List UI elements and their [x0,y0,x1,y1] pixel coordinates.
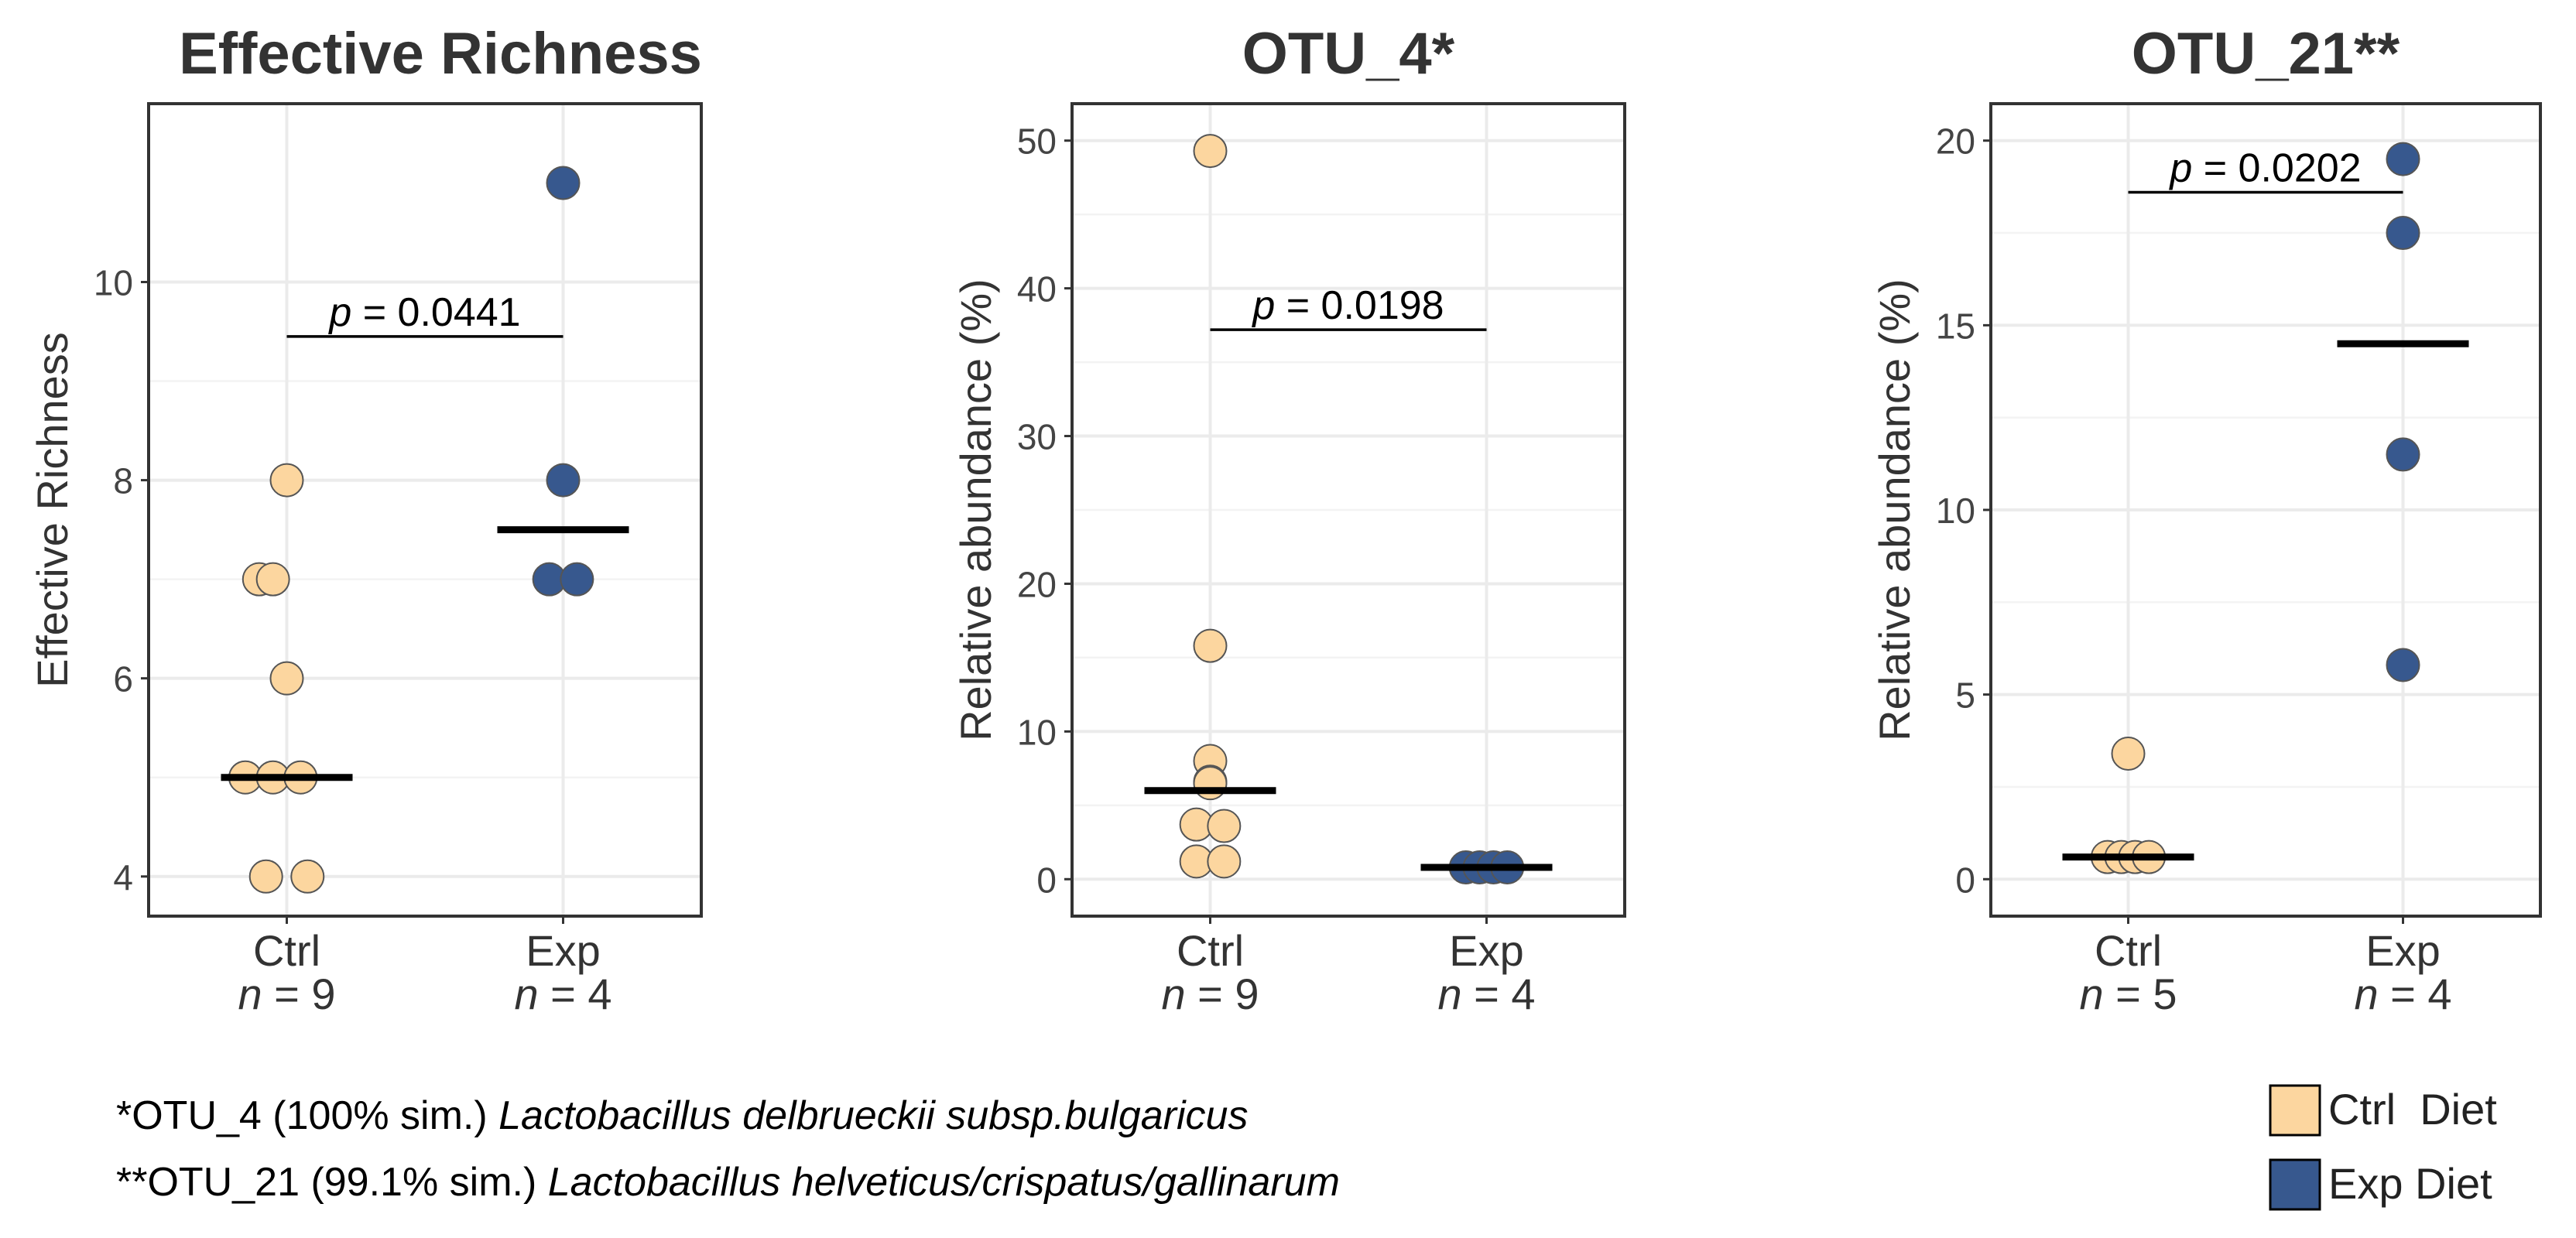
footnote-otu21-species: Lactobacillus helveticus/crispatus/galli… [547,1160,1340,1205]
y-tick-label: 0 [1955,860,1975,900]
footnote-otu21: **OTU_21 (99.1% sim.) Lactobacillus helv… [116,1159,1340,1206]
p-value-label: p = 0.0198 [1251,283,1444,328]
y-tick-label: 20 [1017,564,1057,604]
chart-panel-3: OTU_21** Relative abundance (%) 0 5 10 15 20 Ct… [1870,21,2542,1018]
x-tick-label: Ctrl [2095,926,2162,975]
y-tick-label: 15 [1936,306,1975,346]
group-n-label: n = 4 [514,970,611,1018]
legend-swatch-ctrl [2269,1084,2321,1137]
data-point-ctrl [255,562,290,597]
p-value-label: p = 0.0202 [2168,146,2361,191]
data-point-exp [2386,437,2420,472]
y-tick-label: 40 [1017,269,1057,310]
footnote-otu4-species: Lactobacillus delbrueckii subsp.bulgaric… [498,1093,1249,1138]
x-tick-label: Ctrl [253,926,320,975]
data-point-ctrl [1207,809,1242,843]
y-tick-label: 20 [1936,121,1975,162]
footnote-otu21-text: **OTU_21 (99.1% sim.) [116,1160,548,1205]
y-tick-label: 8 [113,461,133,501]
data-point-exp [2386,648,2420,682]
data-point-ctrl [290,859,325,894]
data-point-exp [546,166,581,200]
x-tick-label: Exp [1449,926,1524,975]
y-tick-label: 10 [1936,491,1975,531]
data-point-ctrl [269,463,304,498]
p-value-label: p = 0.0441 [327,290,520,335]
y-tick-label: 50 [1017,121,1057,162]
chart-panel-2: OTU_4* Relative abundance (%) 0 10 20 30 40 50 C… [951,21,1626,1018]
chart-title: OTU_21** [2132,21,2400,87]
x-tick-label: Ctrl [1177,926,1244,975]
footnote-otu4: *OTU_4 (100% sim.) Lactobacillus delbrue… [116,1093,1248,1139]
data-point-ctrl [1193,766,1228,801]
data-point-ctrl [1207,844,1242,879]
plot-frame [1989,102,2542,918]
data-point-exp [2386,142,2420,176]
legend-label-ctrl: Ctrl Diet [2328,1085,2497,1134]
data-point-exp [546,463,581,498]
data-point-ctrl [2111,737,2146,771]
chart-panel-1: Effective Richness Effective Richness 4 6 8 1… [28,21,703,1018]
y-tick-label: 30 [1017,417,1057,457]
y-tick-label: 5 [1955,675,1975,716]
plot-frame [1070,102,1626,918]
data-point-ctrl [269,661,304,696]
legend-swatch-exp [2269,1158,2321,1211]
group-n-label: n = 4 [1437,970,1535,1018]
x-tick-label: Exp [2365,926,2441,975]
chart-title: Effective Richness [179,21,702,87]
group-n-label: n = 9 [1161,970,1259,1018]
y-axis-label: Relative abundance (%) [1870,279,1919,741]
y-axis-label: Effective Richness [28,332,77,688]
data-point-exp [2386,216,2420,251]
data-point-ctrl [248,859,283,894]
data-point-ctrl [1193,628,1228,663]
footnote-otu4-text: *OTU_4 (100% sim.) [116,1093,499,1138]
y-tick-label: 6 [113,659,133,699]
x-tick-label: Exp [526,926,601,975]
y-tick-label: 0 [1036,860,1057,900]
group-n-label: n = 5 [2079,970,2177,1018]
data-point-ctrl [1193,134,1228,169]
group-n-label: n = 9 [238,970,335,1018]
group-n-label: n = 4 [2354,970,2451,1018]
legend-label-exp: Exp Diet [2328,1159,2492,1208]
y-tick-label: 10 [94,262,133,303]
y-axis-label: Relative abundance (%) [951,279,1000,741]
chart-title: OTU_4* [1242,21,1455,87]
legend: Ctrl Diet Exp Diet [2269,1084,2497,1211]
plot-frame [147,102,703,918]
y-tick-label: 10 [1017,712,1057,752]
y-tick-label: 4 [113,857,133,898]
data-point-exp [560,562,594,597]
